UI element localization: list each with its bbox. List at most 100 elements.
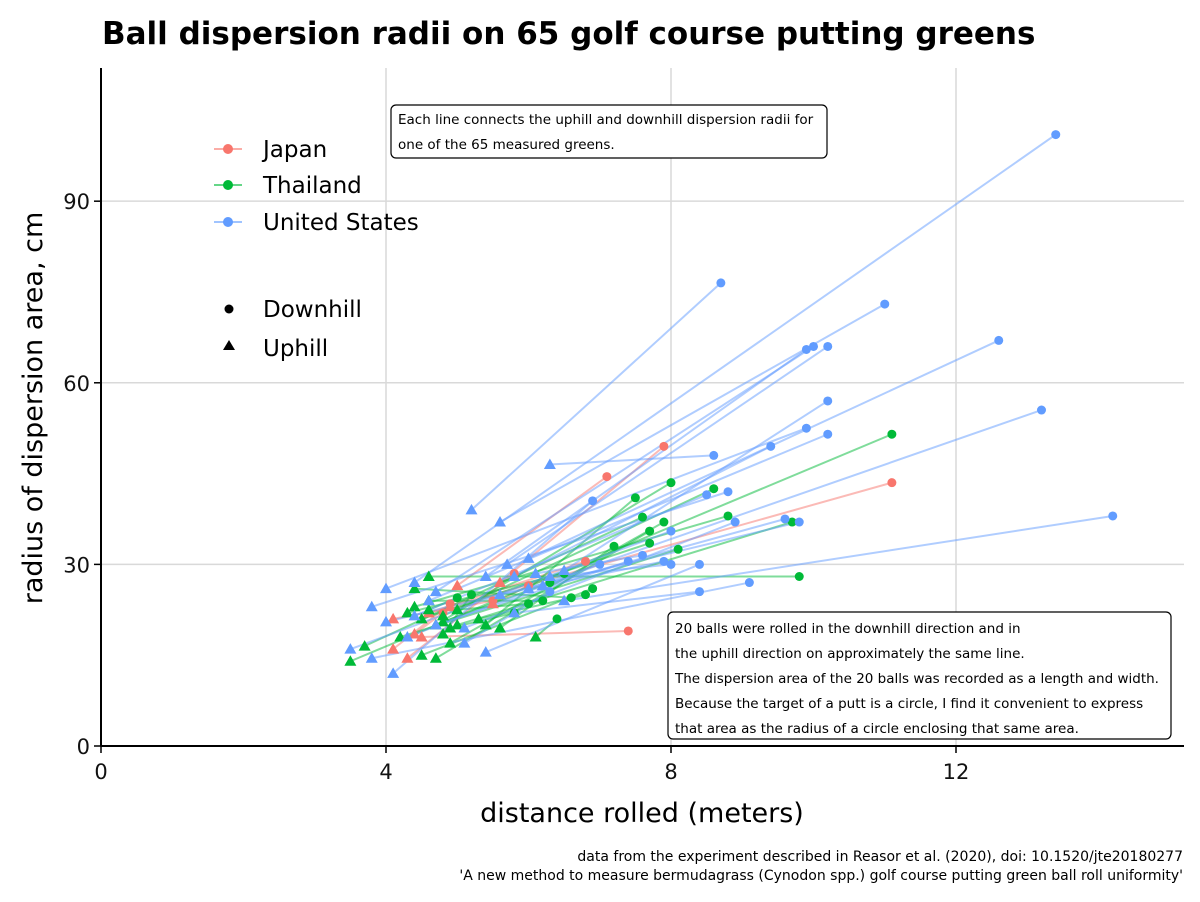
point-downhill-united-states-1	[1051, 130, 1061, 140]
point-downhill-united-states-24	[623, 556, 633, 566]
point-downhill-united-states-21	[794, 517, 804, 527]
point-uphill-united-states-27	[508, 606, 521, 618]
point-downhill-japan-1	[659, 441, 669, 451]
point-downhill-united-states-7	[809, 341, 818, 351]
annotation-top-line-1: Each line connects the uphill and downhi…	[398, 112, 814, 128]
point-uphill-japan-2	[451, 579, 464, 591]
point-downhill-united-states-22	[695, 559, 704, 569]
green-line-thailand-4	[485, 497, 637, 626]
point-uphill-united-states-6	[522, 552, 535, 563]
green-line-united-states-14	[563, 514, 1113, 602]
point-uphill-united-states-5	[479, 570, 492, 581]
point-downhill-thailand-18	[552, 614, 562, 624]
point-downhill-united-states-9	[709, 450, 719, 460]
point-uphill-united-states-7	[429, 585, 442, 597]
green-line-united-states-22	[485, 563, 700, 654]
point-downhill-thailand-17	[538, 596, 548, 606]
green-line-united-states-13	[428, 433, 829, 602]
point-uphill-united-states-23	[543, 570, 556, 581]
point-downhill-united-states-8	[1037, 405, 1046, 415]
point-uphill-thailand-3	[437, 609, 449, 621]
point-uphill-united-states-16	[365, 600, 378, 612]
legend-label-uphill: Uphill	[263, 336, 328, 362]
point-uphill-united-states-11	[380, 582, 392, 594]
y-tick-label-30: 30	[63, 553, 90, 577]
legend-shape-downhill	[224, 304, 234, 314]
legend: Japan Thailand United States Downhill Up…	[214, 137, 419, 362]
green-line-united-states-19	[350, 530, 672, 651]
point-uphill-united-states-22	[479, 646, 492, 657]
y-tick-label-60: 60	[63, 372, 90, 396]
point-uphill-united-states-10	[558, 564, 571, 575]
point-downhill-thailand-19	[467, 590, 476, 600]
annotation-bottom-line-5: that area as the radius of a circle encl…	[675, 721, 1079, 737]
point-downhill-united-states-28	[659, 556, 669, 566]
legend-label-japan: Japan	[261, 137, 327, 163]
point-uphill-thailand-7	[451, 618, 464, 630]
point-downhill-thailand-16	[566, 593, 576, 603]
point-uphill-thailand-1	[344, 655, 357, 666]
annotation-bottom: 20 balls were rolled in the downhill dir…	[667, 611, 1172, 740]
legend-label-downhill: Downhill	[263, 297, 362, 323]
point-uphill-thailand-9	[358, 640, 371, 651]
point-uphill-united-states-28	[494, 588, 506, 600]
point-downhill-united-states-16	[723, 487, 733, 497]
point-uphill-thailand-14	[401, 606, 414, 618]
x-tick-label-12: 12	[943, 760, 970, 784]
point-downhill-thailand-3	[709, 484, 719, 494]
point-uphill-thailand-4	[479, 618, 492, 630]
point-uphill-united-states-20	[458, 621, 471, 633]
green-line-united-states-10	[563, 400, 829, 572]
point-downhill-united-states-4	[823, 341, 833, 351]
point-downhill-united-states-23	[666, 559, 676, 569]
legend-shape-uphill	[223, 340, 235, 350]
point-uphill-thailand-8	[429, 652, 442, 663]
green-line-thailand-9	[364, 516, 643, 648]
point-downhill-japan-2	[602, 472, 612, 482]
point-downhill-united-states-5	[801, 344, 811, 354]
point-uphill-japan-7	[401, 652, 414, 663]
green-line-united-states-18	[392, 500, 594, 675]
green-line-united-states-7	[435, 345, 815, 593]
annotation-bottom-box	[667, 611, 1172, 740]
point-downhill-thailand-24	[452, 593, 462, 603]
point-downhill-thailand-10	[659, 517, 669, 527]
point-uphill-united-states-8	[522, 582, 535, 594]
point-downhill-united-states-14	[1108, 511, 1118, 521]
point-downhill-united-states-26	[744, 578, 754, 588]
x-tick-label-4: 4	[379, 760, 392, 784]
point-downhill-thailand-20	[524, 599, 533, 609]
annotation-top-line-2: one of the 65 measured greens.	[398, 137, 615, 153]
point-uphill-united-states-21	[380, 615, 392, 627]
point-uphill-thailand-23	[437, 615, 449, 627]
grid	[101, 68, 1184, 746]
annotation-bottom-line-2: the uphill direction on approximately th…	[675, 646, 1025, 662]
point-uphill-japan-8	[387, 643, 400, 654]
annotation-top-box	[390, 104, 828, 159]
ticks: 0 4 8 12 0 30 60 90	[63, 190, 969, 784]
point-uphill-united-states-3	[494, 516, 506, 527]
point-downhill-thailand-15	[588, 584, 598, 594]
point-downhill-thailand-4	[630, 493, 640, 503]
green-line-united-states-29	[535, 554, 643, 575]
point-downhill-united-states-12	[766, 441, 776, 451]
legend-label-thailand: Thailand	[262, 173, 362, 199]
point-downhill-united-states-30	[545, 587, 555, 597]
chart-title: Ball dispersion radii on 65 golf course …	[102, 16, 1035, 52]
annotation-bottom-line-4: Because the target of a putt is a circle…	[675, 696, 1143, 712]
point-uphill-japan-1	[494, 576, 506, 588]
y-tick-label-0: 0	[77, 735, 90, 759]
point-uphill-united-states-15	[408, 609, 421, 621]
legend-dot-thailand	[223, 180, 233, 190]
point-uphill-united-states-17	[536, 579, 549, 591]
point-downhill-united-states-10	[823, 396, 833, 406]
green-line-japan-6	[421, 629, 629, 639]
point-uphill-thailand-22	[444, 621, 457, 633]
point-uphill-united-states-29	[529, 567, 542, 578]
point-downhill-united-states-25	[595, 559, 605, 569]
annotation-bottom-line-3: The dispersion area of the 20 balls was …	[674, 671, 1159, 687]
point-downhill-united-states-19	[666, 526, 676, 536]
x-axis-title: distance rolled (meters)	[480, 798, 804, 829]
legend-dot-united-states	[223, 217, 233, 227]
point-downhill-japan-6	[623, 626, 633, 636]
